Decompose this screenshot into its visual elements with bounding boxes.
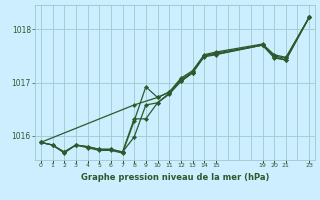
X-axis label: Graphe pression niveau de la mer (hPa): Graphe pression niveau de la mer (hPa) xyxy=(81,173,269,182)
